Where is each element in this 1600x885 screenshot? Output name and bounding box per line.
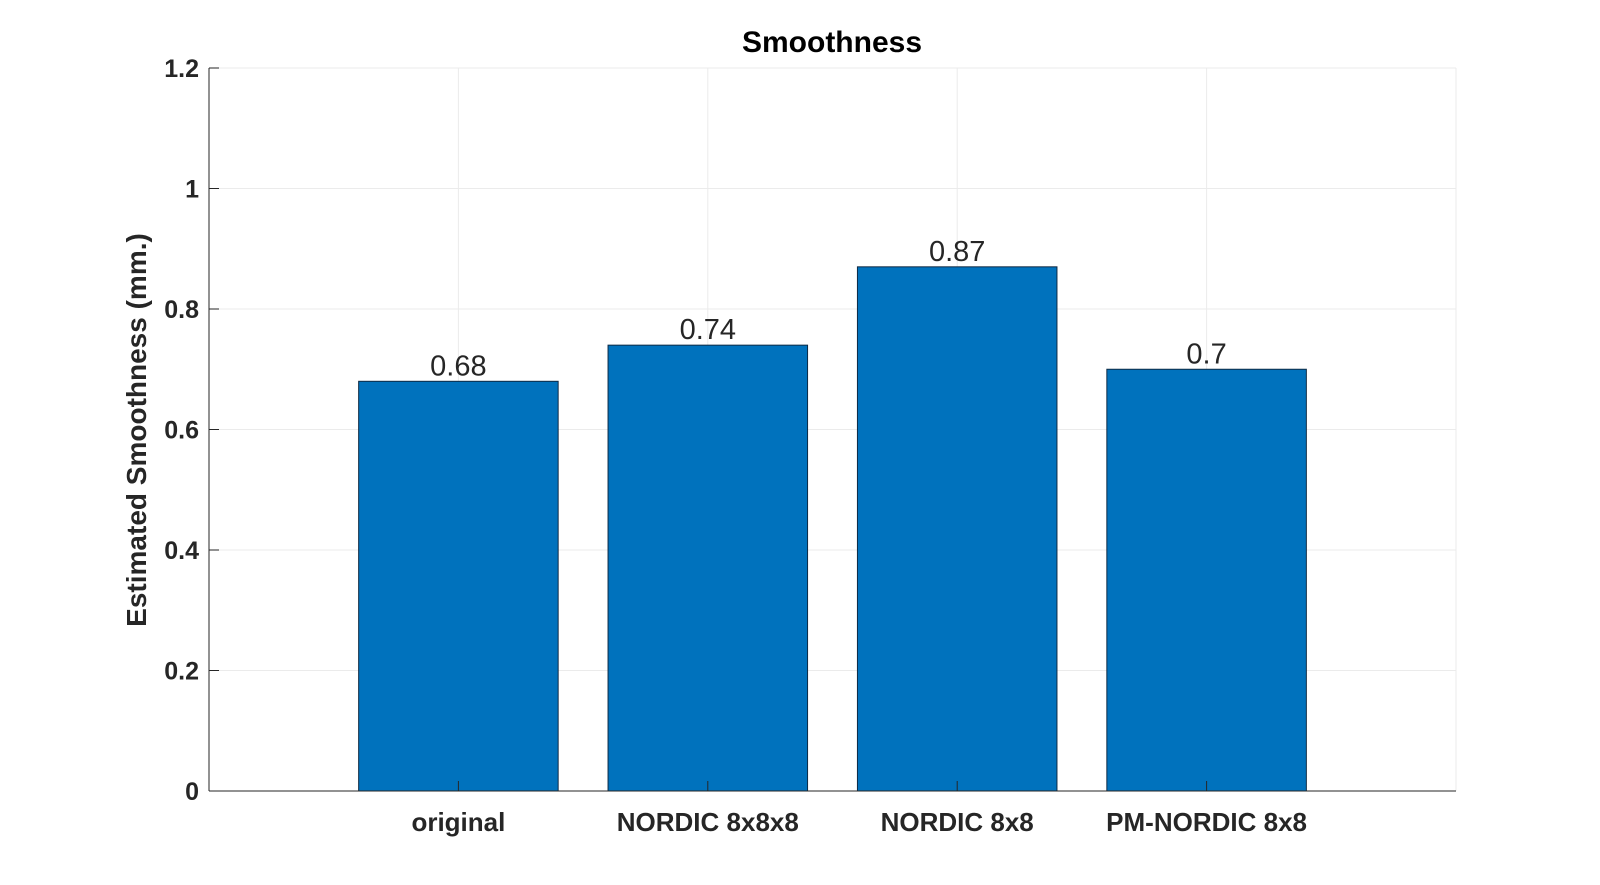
- y-axis-label: Estimated Smoothness (mm.): [121, 233, 152, 627]
- y-tick-label: 0.2: [164, 658, 199, 686]
- x-tick-label: PM-NORDIC 8x8: [1106, 807, 1307, 837]
- bar-data-label: 0.87: [929, 236, 985, 268]
- y-tick-label: 0.6: [164, 417, 199, 445]
- bar-nordic-8x8x8: [607, 344, 809, 792]
- bar-data-label: 0.68: [430, 350, 486, 382]
- y-tick-label: 0: [185, 778, 199, 806]
- x-ticks: original NORDIC 8x8x8 NORDIC 8x8 PM-NORDIC …: [411, 781, 1307, 837]
- chart-title: Smoothness: [742, 26, 922, 59]
- x-tick-label: original: [411, 807, 505, 837]
- bar-nordic-8x8: [856, 266, 1058, 792]
- y-tick-label: 1: [185, 176, 199, 204]
- y-tick-label: 0.4: [164, 537, 199, 565]
- bar-pm-nordic-8x8: [1106, 368, 1307, 792]
- data-labels: 0.68 0.74 0.87 0.7: [430, 236, 1227, 382]
- y-tick-label: 1.2: [164, 55, 199, 83]
- x-tick-label: NORDIC 8x8: [881, 807, 1034, 837]
- y-tick-label: 0.8: [164, 296, 199, 324]
- x-tick-label: NORDIC 8x8x8: [617, 807, 799, 837]
- bars: [358, 266, 1307, 792]
- bar-data-label: 0.74: [680, 314, 736, 346]
- bar-original: [358, 380, 559, 792]
- bar-data-label: 0.7: [1186, 338, 1226, 370]
- y-ticks: 0 0.2 0.4 0.6 0.8 1 1.2: [164, 55, 219, 806]
